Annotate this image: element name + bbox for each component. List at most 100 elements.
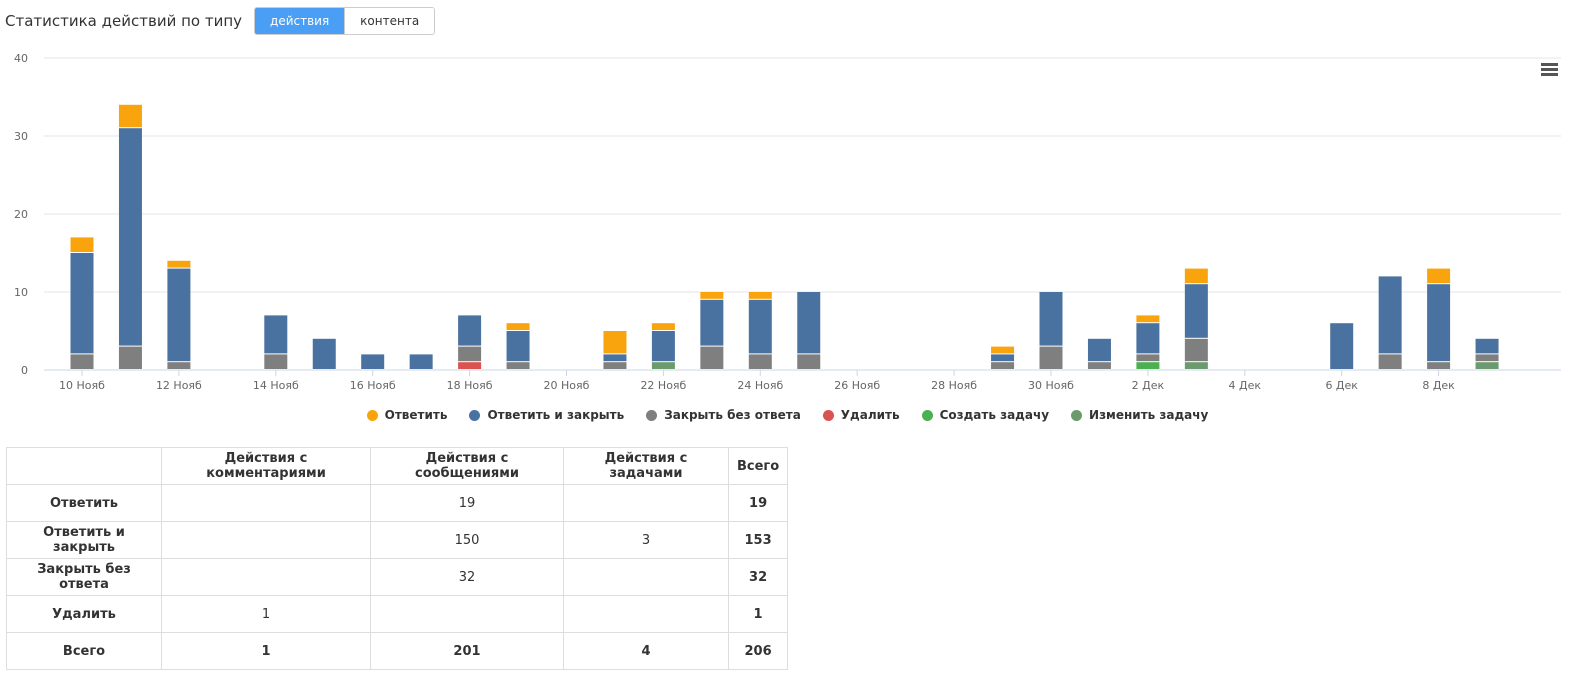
x-tick-label: 20 Нояб (544, 379, 590, 392)
bar-segment (1184, 362, 1208, 369)
bar-segment (748, 299, 772, 354)
row-header-cell: Закрыть без ответа (6, 558, 162, 596)
stats-table: Действия с комментариями Действия с сообщ… (6, 447, 789, 670)
table-cell (563, 484, 729, 522)
legend-label: Удалить (840, 408, 900, 422)
x-tick-label: 26 Нояб (834, 379, 880, 392)
bar-segment (603, 331, 627, 354)
row-header-cell: Ответить (6, 484, 162, 522)
bar-segment (458, 346, 482, 362)
bar-segment (70, 237, 94, 252)
bar-segment (118, 346, 142, 369)
table-row: Ответить и закрыть 150 3 153 (6, 521, 789, 559)
bar-segment (1378, 276, 1402, 354)
table-row: Ответить 19 19 (6, 484, 789, 522)
legend-marker-icon (1071, 409, 1083, 421)
table-row: Закрыть без ответа 32 32 (6, 558, 789, 596)
bar-segment (118, 104, 142, 128)
bar-segment (1427, 362, 1451, 369)
bar-segment (797, 292, 821, 354)
table-header-cell: Действия с задачами (563, 447, 729, 485)
bar-segment (1475, 338, 1499, 354)
chart-menu-icon[interactable] (1541, 63, 1558, 77)
legend-label: Закрыть без ответа (664, 408, 801, 422)
legend-label: Изменить задачу (1089, 408, 1209, 422)
x-tick-label: 16 Нояб (350, 379, 396, 392)
table-cell (161, 521, 371, 559)
legend-item[interactable]: Ответить и закрыть (469, 408, 624, 422)
bar-segment (748, 354, 772, 369)
bar-segment (748, 292, 772, 299)
bar-segment (700, 299, 724, 346)
toggle-content-button[interactable]: контента (344, 8, 435, 34)
row-header-cell: Ответить и закрыть (6, 521, 162, 559)
toggle-actions-button[interactable]: действия (255, 8, 345, 34)
bar-segment (1475, 362, 1499, 369)
chart-header: Статистика действий по типу действия кон… (5, 7, 436, 35)
bar-segment (1378, 354, 1402, 369)
table-cell: 4 (563, 632, 729, 670)
x-tick-label: 14 Нояб (253, 379, 299, 392)
legend-marker-icon (921, 409, 933, 421)
table-cell: 32 (370, 558, 564, 596)
row-header-cell: Удалить (6, 595, 162, 633)
bar-segment (70, 354, 94, 369)
legend-label: Создать задачу (939, 408, 1050, 422)
x-tick-label: 6 Дек (1325, 379, 1358, 392)
bar-segment (264, 315, 288, 354)
table-cell (161, 558, 371, 596)
legend-item[interactable]: Удалить (822, 408, 900, 422)
table-row: Всего 1 201 4 206 (6, 632, 789, 670)
bar-segment (409, 354, 433, 369)
bar-segment (312, 338, 336, 369)
y-tick-label: 10 (14, 286, 28, 299)
x-tick-label: 10 Нояб (59, 379, 105, 392)
legend-item[interactable]: Создать задачу (921, 408, 1050, 422)
bar-segment (1136, 362, 1160, 369)
bar-segment (991, 362, 1015, 369)
table-header-cell (6, 447, 162, 485)
table-cell (563, 558, 729, 596)
bar-segment (651, 331, 675, 362)
legend-marker-icon (469, 409, 481, 421)
table-header-cell: Действия с комментариями (161, 447, 371, 485)
legend-item[interactable]: Ответить (366, 408, 447, 422)
y-tick-label: 0 (21, 364, 28, 377)
bar-segment (603, 354, 627, 362)
bar-segment (651, 362, 675, 369)
bar-segment (1427, 268, 1451, 284)
bar-segment (991, 346, 1015, 354)
bar-segment (506, 362, 530, 369)
table-cell: 1 (161, 595, 371, 633)
x-tick-label: 2 Дек (1132, 379, 1165, 392)
bar-segment (603, 362, 627, 369)
table-cell: 1 (161, 632, 371, 670)
bar-segment (1184, 268, 1208, 284)
legend-marker-icon (822, 409, 834, 421)
bar-segment (506, 323, 530, 330)
table-cell (370, 595, 564, 633)
table-cell: 1 (727, 595, 789, 633)
bar-segment (1039, 292, 1063, 346)
bar-segment (361, 354, 385, 369)
x-tick-label: 4 Дек (1229, 379, 1262, 392)
bar-segment (506, 331, 530, 362)
table-cell: 206 (727, 632, 789, 670)
table-header-row: Действия с комментариями Действия с сообщ… (6, 447, 789, 485)
bar-segment (458, 362, 482, 369)
legend-item[interactable]: Закрыть без ответа (646, 408, 801, 422)
bar-segment (700, 292, 724, 299)
page-title: Статистика действий по типу (5, 12, 243, 30)
table-cell: 19 (370, 484, 564, 522)
table-cell: 153 (727, 521, 789, 559)
bar-segment (264, 354, 288, 369)
legend-item[interactable]: Изменить задачу (1071, 408, 1208, 422)
stacked-bar-chart: 0 10 20 30 40 10 Нояб 12 Нояб 14 Нояб 16 Нояб 18 … (14, 52, 1561, 392)
table-cell (563, 595, 729, 633)
bar-segment (700, 346, 724, 369)
legend-label: Ответить и закрыть (487, 408, 625, 422)
bar-segment (167, 362, 191, 369)
x-tick-label: 28 Нояб (931, 379, 977, 392)
table-cell: 19 (727, 484, 789, 522)
legend-marker-icon (646, 409, 658, 421)
